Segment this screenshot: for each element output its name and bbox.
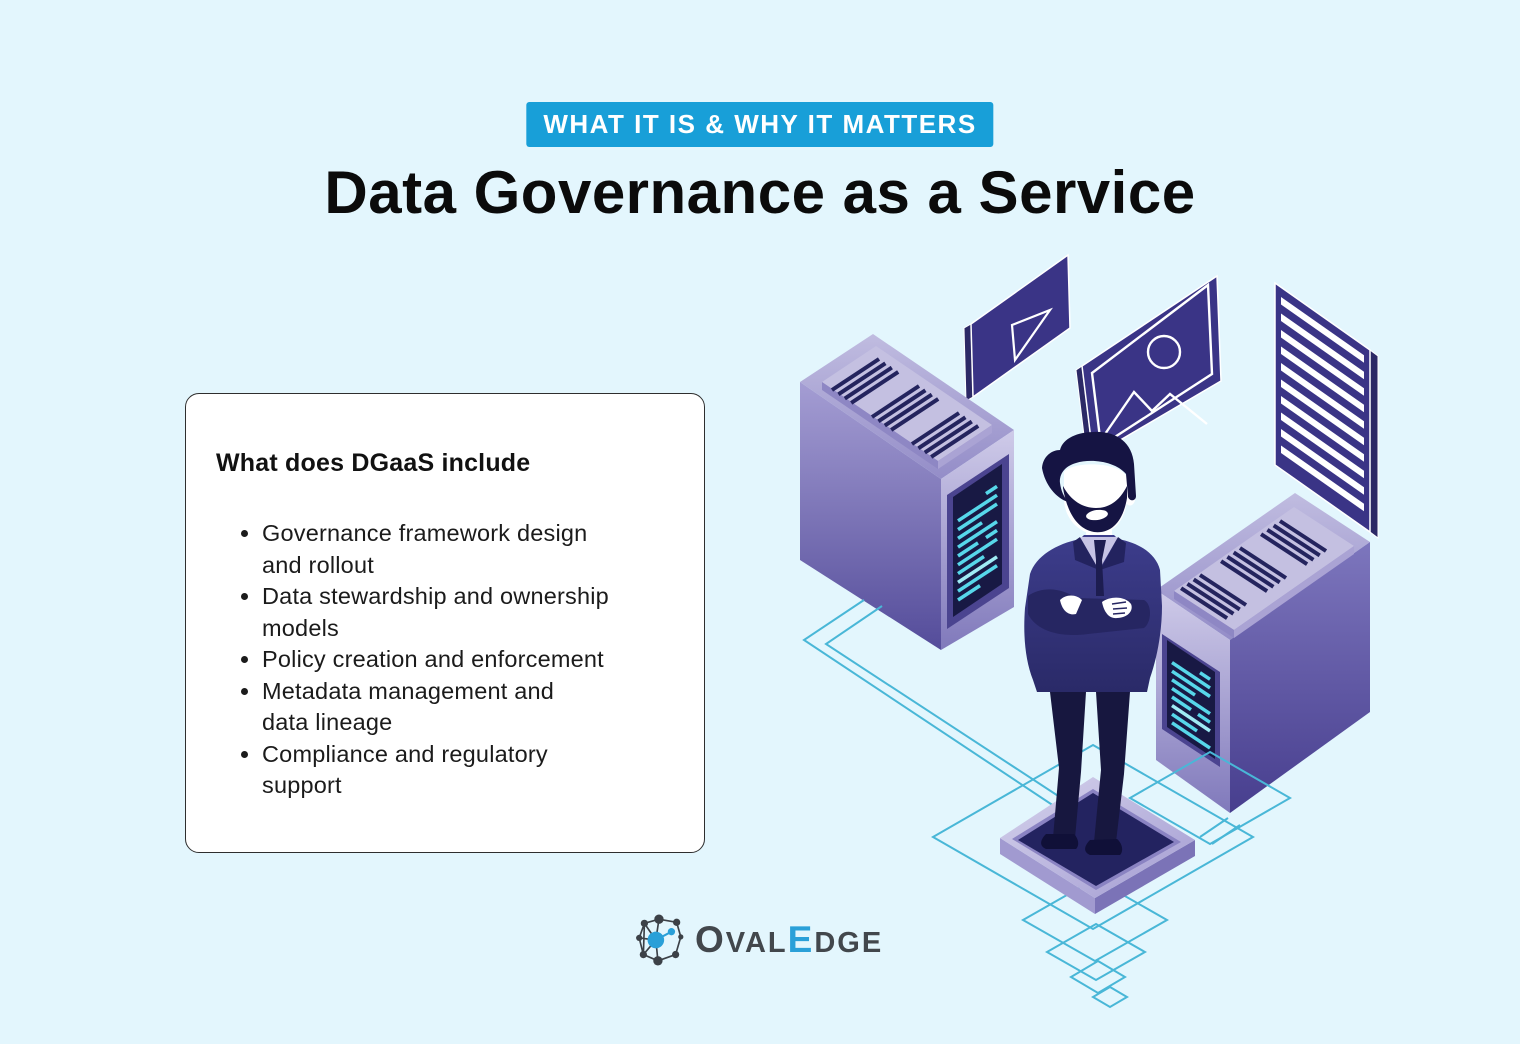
ovaledge-wordmark: O VAL E DGE (695, 919, 883, 961)
circuit-traces (802, 599, 1293, 1009)
card-heading: What does DGaaS include (216, 449, 531, 477)
logo-letters-dge: DGE (814, 927, 884, 959)
list-item: Compliance and regulatory support (262, 739, 674, 802)
dgaas-include-card: What does DGaaS include Governance frame… (185, 393, 705, 853)
server-tower-left (800, 334, 1014, 650)
ovaledge-network-icon (636, 914, 684, 966)
list-item: Governance framework design and rollout (262, 518, 674, 581)
server-tower-right (1156, 493, 1370, 813)
server-screen-right (1162, 634, 1220, 767)
ovaledge-logo: O VAL E DGE (634, 914, 883, 966)
logo-letters-val: VAL (725, 927, 788, 959)
triangle-screen-panel (963, 253, 1071, 402)
list-item: Metadata management and data lineage (262, 676, 674, 739)
page-title: Data Governance as a Service (324, 159, 1196, 226)
dgaas-item-list: Governance framework design and rollout … (216, 518, 674, 802)
server-screen-left (947, 454, 1009, 629)
bottom-border (0, 1044, 1520, 1050)
isometric-illustration (800, 253, 1379, 1009)
logo-letter-o: O (695, 919, 726, 960)
category-badge: WHAT IT IS & WHY IT MATTERS (526, 102, 994, 147)
list-item: Policy creation and enforcement (262, 644, 674, 676)
businessman (1024, 431, 1162, 855)
logo-letter-e: E (787, 919, 815, 960)
list-item: Data stewardship and ownership models (262, 581, 674, 644)
document-panel (1274, 281, 1379, 539)
